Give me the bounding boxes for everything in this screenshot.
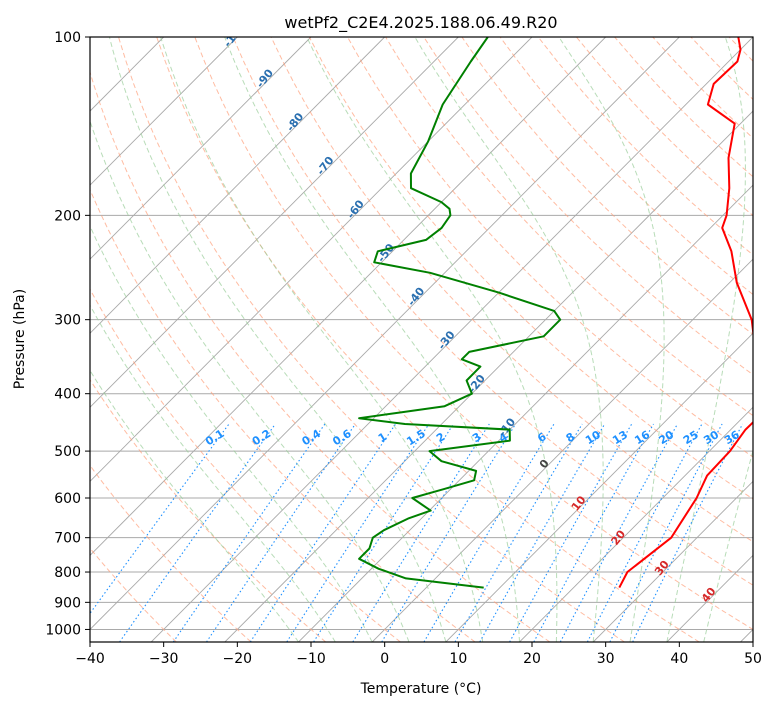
dewpoint-profile-line (358, 37, 562, 589)
y-tick-label: 100 (54, 30, 81, 46)
y-tick-label: 900 (54, 595, 81, 611)
mixing-ratio-line (119, 423, 276, 642)
dry-adiabat-line (90, 70, 551, 642)
moist-adiabat-line (90, 304, 336, 642)
mixing-ratio-line (586, 423, 703, 642)
y-tick-label: 600 (54, 491, 81, 507)
dry-adiabat-line (90, 188, 476, 642)
isotherm-line (90, 37, 533, 482)
dry-adiabat-line (423, 37, 753, 376)
isotherm-line (90, 37, 606, 557)
y-tick-label: 500 (54, 444, 81, 460)
mixing-ratio-line (313, 423, 454, 642)
y-axis-label: Pressure (hPa) (12, 289, 28, 389)
mixing-ratio-lines (90, 423, 744, 642)
mixing-ratio-line (423, 423, 555, 642)
temperature-profile-line (618, 37, 753, 589)
x-tick-label: 40 (670, 651, 688, 667)
moist-adiabat-line (703, 448, 753, 642)
mixing-ratio-line (381, 423, 517, 642)
x-tick-label: 30 (597, 651, 615, 667)
x-tick-label: −30 (149, 651, 179, 667)
x-tick-label: −20 (223, 651, 253, 667)
moist-adiabat-line (224, 37, 520, 642)
x-axis-ticks: −40 −30 −20 −10 0 10 20 30 40 50 (75, 642, 762, 667)
moist-adiabat-line (414, 37, 604, 642)
isotherm-line (150, 37, 753, 642)
isotherm-line (90, 37, 459, 408)
dry-adiabat-line (118, 37, 625, 642)
mixing-ratio-line (509, 423, 633, 642)
y-tick-label: 300 (54, 313, 81, 329)
mixing-ratio-line (533, 423, 654, 642)
moist-adiabats (90, 37, 753, 642)
dry-adiabat-line (347, 37, 753, 458)
y-tick-label: 1000 (45, 622, 81, 638)
dry-adiabat-line (308, 37, 753, 500)
y-tick-label: 200 (54, 208, 81, 224)
mixing-ratio-line (559, 423, 678, 642)
x-tick-label: 20 (523, 651, 541, 667)
dry-adiabats (90, 37, 753, 642)
moist-adiabat-line (90, 369, 299, 642)
mixing-ratio-line (609, 423, 723, 642)
dry-adiabat-line (194, 37, 753, 630)
isotherm-line (90, 37, 680, 631)
plot-frame (89, 36, 754, 643)
moist-adiabat-line (90, 224, 373, 642)
x-axis-label: Temperature (°C) (360, 681, 482, 697)
dry-adiabat-line (90, 288, 401, 642)
isotherm-line (90, 37, 238, 186)
mixing-ratio-line (632, 423, 744, 642)
moist-adiabat-line (160, 37, 484, 642)
x-tick-label: 50 (744, 651, 762, 667)
isotherm-line (445, 332, 753, 642)
dry-adiabat-line (90, 464, 252, 642)
isotherm-grid (90, 37, 753, 642)
dry-adiabat-line (90, 547, 177, 642)
y-tick-label: 700 (54, 531, 81, 547)
x-tick-label: 10 (449, 651, 467, 667)
chart-title: wetPf2_C2E4.2025.188.06.49.R20 (284, 13, 557, 33)
moist-adiabat-line (306, 37, 558, 642)
y-axis-ticks: 100 200 300 400 500 600 700 800 900 1000 (45, 30, 90, 638)
dry-adiabat-line (270, 37, 753, 543)
isotherm-line (371, 258, 753, 642)
y-tick-label: 400 (54, 387, 81, 403)
isotherm-line (592, 480, 753, 642)
y-tick-label: 800 (54, 565, 81, 581)
x-tick-label: 0 (380, 651, 389, 667)
moist-adiabat-line (108, 37, 447, 642)
mixing-ratio-line (172, 423, 326, 642)
x-tick-label: −40 (75, 651, 105, 667)
isotherm-line (90, 37, 312, 260)
isotherm-line (90, 37, 385, 334)
mixing-ratio-line (206, 423, 356, 642)
x-tick-label: −10 (296, 651, 326, 667)
isotherm-line (519, 406, 753, 642)
mixing-ratio-line (454, 423, 583, 642)
moist-adiabat-line (666, 37, 746, 642)
dry-adiabat-line (156, 37, 700, 642)
profile-series (358, 37, 753, 589)
dry-adiabat-line (90, 378, 327, 642)
moist-adiabat-line (558, 37, 665, 642)
